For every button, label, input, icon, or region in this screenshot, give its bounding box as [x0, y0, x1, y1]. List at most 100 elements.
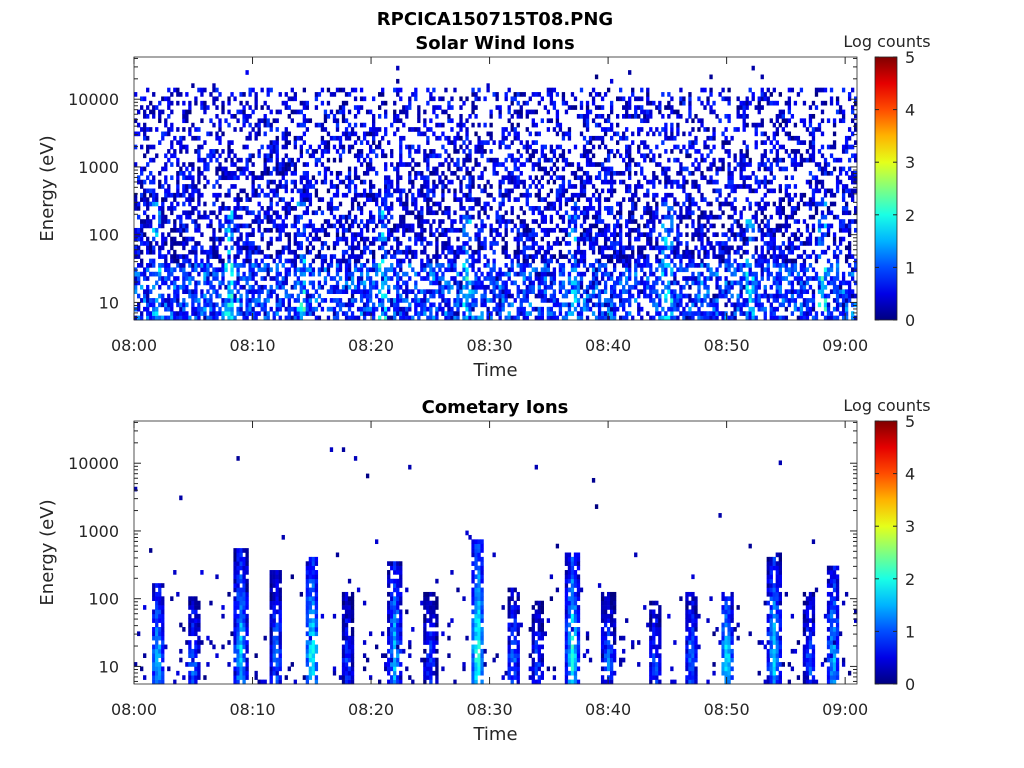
- heatmap-cell: [284, 170, 288, 176]
- heatmap-cell: [185, 271, 189, 277]
- heatmap-cell: [673, 306, 677, 312]
- heatmap-cell: [396, 78, 400, 84]
- heatmap-cell: [323, 280, 328, 286]
- heatmap-cell: [242, 223, 246, 229]
- heatmap-cell: [438, 232, 442, 238]
- heatmap-cell: [158, 184, 162, 189]
- heatmap-cell: [302, 162, 307, 167]
- heatmap-cell: [625, 166, 629, 172]
- heatmap-cell: [408, 179, 412, 185]
- heatmap-cell: [384, 315, 388, 321]
- heatmap-cell: [561, 280, 566, 286]
- heatmap-cell: [492, 197, 496, 202]
- heatmap-cell: [736, 96, 740, 102]
- heatmap-cell: [390, 149, 394, 154]
- heatmap-cell: [368, 284, 373, 290]
- heatmap-cell: [257, 249, 261, 255]
- heatmap-cell: [519, 192, 523, 198]
- heatmap-cell: [733, 258, 737, 264]
- heatmap-cell: [667, 105, 671, 110]
- heatmap-cell: [670, 96, 674, 102]
- heatmap-cell: [655, 289, 659, 294]
- heatmap-cell: [146, 135, 150, 141]
- heatmap-cell: [257, 118, 261, 124]
- heatmap-cell: [152, 245, 156, 251]
- heatmap-cell: [287, 241, 291, 246]
- heatmap-cell: [724, 302, 728, 308]
- heatmap-cell: [164, 162, 168, 167]
- heatmap-cell: [236, 166, 240, 172]
- heatmap-cell: [628, 236, 632, 242]
- panel-0: 08:00 08:10 08:20 08:30 08:40 08:50 09:0010100…: [37, 32, 931, 381]
- heatmap-cell: [158, 315, 162, 321]
- heatmap-cell: [597, 175, 602, 181]
- heatmap-cell: [525, 109, 529, 115]
- heatmap-cell: [742, 232, 746, 238]
- heatmap-cell: [293, 179, 297, 185]
- heatmap-cell: [573, 170, 578, 176]
- heatmap-cell: [537, 166, 541, 172]
- heatmap-cell: [218, 210, 222, 216]
- heatmap-cell: [579, 179, 584, 185]
- heatmap-cell: [215, 267, 219, 273]
- heatmap-cell: [197, 166, 201, 172]
- heatmap-cell: [176, 263, 180, 268]
- heatmap-cell: [245, 157, 249, 163]
- heatmap-cell: [510, 302, 514, 308]
- heatmap-cell: [682, 175, 686, 181]
- heatmap-cell: [254, 122, 258, 128]
- heatmap-cell: [597, 263, 602, 268]
- heatmap-cell: [356, 232, 361, 238]
- heatmap-cell: [597, 267, 602, 273]
- heatmap-cell: [326, 232, 331, 238]
- heatmap-cell: [134, 206, 138, 211]
- heatmap-cell: [359, 122, 364, 128]
- heatmap-cell: [555, 241, 560, 246]
- heatmap-cell: [396, 118, 400, 124]
- heatmap-cell: [625, 223, 629, 229]
- heatmap-cell: [426, 306, 430, 312]
- heatmap-cell: [137, 206, 141, 211]
- heatmap-cell: [305, 236, 310, 242]
- heatmap-cell: [350, 276, 355, 281]
- heatmap-cell: [381, 258, 385, 264]
- heatmap-cell: [444, 280, 448, 286]
- heatmap-cell: [543, 280, 548, 286]
- heatmap-cell: [703, 144, 707, 150]
- heatmap-cell: [555, 131, 560, 137]
- heatmap-cell: [362, 201, 367, 207]
- heatmap-cell: [263, 284, 267, 290]
- heatmap-cell: [188, 210, 192, 216]
- heatmap-cell: [622, 302, 626, 308]
- heatmap-cell: [402, 135, 406, 141]
- heatmap-cell: [356, 245, 361, 251]
- heatmap-cell: [441, 122, 445, 128]
- heatmap-cell: [375, 306, 379, 312]
- heatmap-cell: [185, 197, 189, 202]
- heatmap-cell: [275, 271, 279, 277]
- heatmap-cell: [287, 236, 291, 242]
- heatmap-cell: [414, 311, 418, 316]
- heatmap-cell: [308, 306, 313, 312]
- heatmap-cell: [700, 315, 704, 321]
- heatmap-cell: [706, 127, 710, 132]
- heatmap-cell: [134, 289, 138, 294]
- heatmap-cell: [296, 214, 300, 220]
- heatmap-cell: [715, 267, 719, 273]
- heatmap-cell: [408, 289, 412, 294]
- heatmap-cells: [134, 65, 858, 321]
- heatmap-cell: [646, 206, 650, 211]
- heatmap-cell: [444, 184, 448, 189]
- heatmap-cell: [628, 105, 632, 110]
- heatmap-cell: [275, 210, 279, 216]
- heatmap-cell: [637, 232, 641, 238]
- heatmap-cell: [414, 284, 418, 290]
- heatmap-cell: [561, 219, 566, 224]
- heatmap-cell: [655, 241, 659, 246]
- heatmap-cell: [528, 271, 532, 277]
- heatmap-cell: [323, 232, 328, 238]
- heatmap-cell: [266, 254, 270, 259]
- heatmap-cell: [585, 140, 590, 145]
- heatmap-cell: [266, 144, 270, 150]
- heatmap-cell: [694, 232, 698, 238]
